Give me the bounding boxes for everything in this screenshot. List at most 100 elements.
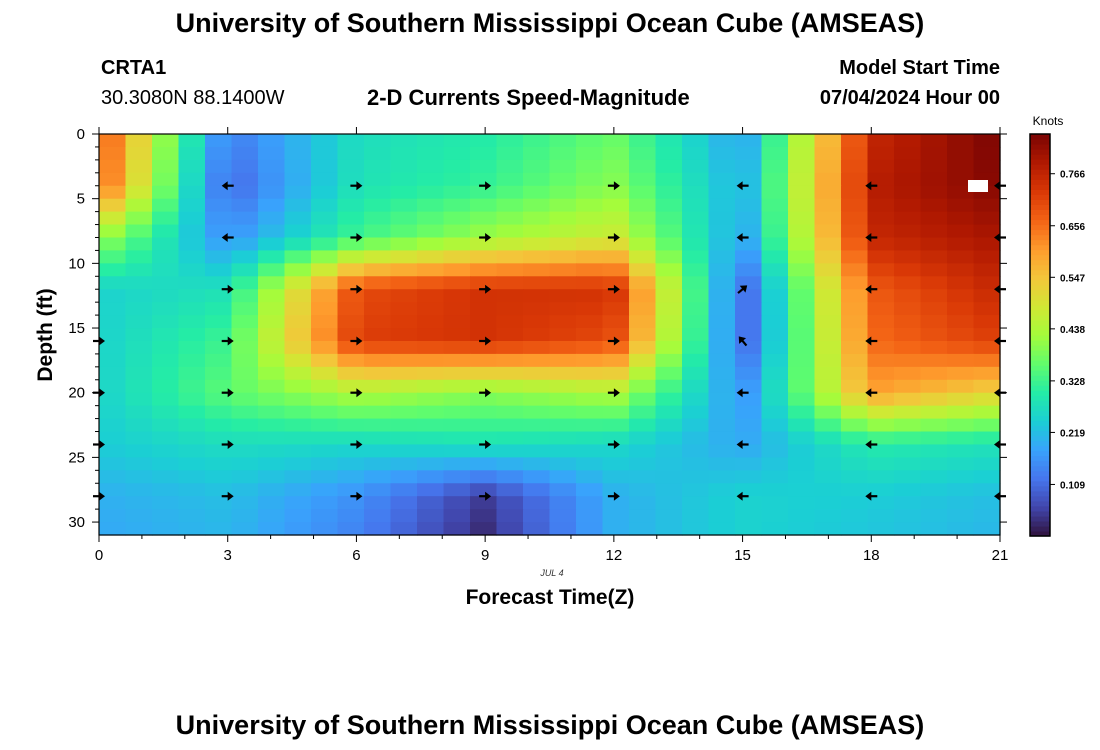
heatmap-cell <box>178 328 206 342</box>
heatmap-cell <box>894 470 922 484</box>
heatmap-cell <box>443 379 471 394</box>
colorbar-swatch <box>1030 465 1050 472</box>
heatmap-cell <box>364 134 392 148</box>
heatmap-cell <box>390 328 418 342</box>
heatmap-cell <box>788 198 816 213</box>
heatmap-cell <box>602 328 630 342</box>
heatmap-cell <box>814 185 842 200</box>
heatmap-cell <box>284 483 312 497</box>
colorbar-swatch <box>1030 279 1050 286</box>
heatmap-cell <box>231 431 259 446</box>
heatmap-cell <box>99 172 127 187</box>
colorbar-tick-label: 0.328 <box>1060 377 1085 388</box>
heatmap-cell <box>814 457 842 471</box>
heatmap-cell <box>390 353 418 368</box>
heatmap-cell <box>178 237 206 252</box>
heatmap-cell <box>867 457 895 471</box>
heatmap-cell <box>549 302 577 316</box>
heatmap-cell <box>364 496 392 510</box>
heatmap-cell <box>311 289 339 303</box>
heatmap-cell <box>470 159 498 174</box>
heatmap-cell <box>549 159 577 174</box>
heatmap-cell <box>814 211 842 226</box>
heatmap-cell <box>311 315 339 329</box>
heatmap-cell <box>258 302 286 316</box>
heatmap-cell <box>894 289 922 303</box>
heatmap-cell <box>152 134 180 148</box>
heatmap-cell <box>841 444 869 458</box>
current-vector-arrow <box>221 284 234 294</box>
heatmap-cell <box>205 198 233 213</box>
heatmap-cell <box>708 522 736 536</box>
heatmap-cell <box>761 185 789 200</box>
heatmap-cell <box>841 289 869 303</box>
heatmap-cell <box>470 444 498 458</box>
heatmap-cell <box>311 328 339 342</box>
current-vector-arrow <box>607 284 620 294</box>
colorbar-swatch <box>1030 510 1050 517</box>
heatmap-cell <box>152 366 180 381</box>
heatmap-cell <box>231 276 259 290</box>
colorbar-swatch <box>1030 179 1050 185</box>
heatmap-cell <box>841 315 869 329</box>
heatmap-cell <box>523 457 551 471</box>
heatmap-cell <box>470 328 498 342</box>
current-vector-arrow <box>607 388 620 398</box>
colorbar-swatch <box>1030 380 1050 386</box>
heatmap-cell <box>841 483 869 497</box>
heatmap-cell <box>761 418 789 433</box>
heatmap-cell <box>364 198 392 213</box>
heatmap-cell <box>894 172 922 187</box>
heatmap-cell <box>337 224 365 239</box>
heatmap-cell <box>867 379 895 394</box>
heatmap-cell <box>947 418 975 433</box>
heatmap-cell <box>788 379 816 394</box>
heatmap-cell <box>576 250 604 264</box>
heatmap-cell <box>708 431 736 446</box>
heatmap-cell <box>973 289 1001 303</box>
heatmap-cell <box>99 379 127 394</box>
heatmap-cell <box>337 522 365 536</box>
heatmap-cell <box>920 263 948 277</box>
heatmap-cell <box>973 134 1001 148</box>
heatmap-cell <box>549 418 577 433</box>
heatmap-cell <box>708 340 736 355</box>
heatmap-cell <box>337 185 365 200</box>
heatmap-cell <box>337 392 365 407</box>
heatmap-cell <box>152 211 180 226</box>
heatmap-cell <box>973 405 1001 420</box>
heatmap-cell <box>947 483 975 497</box>
heatmap-cell <box>576 379 604 394</box>
heatmap-cell <box>867 289 895 303</box>
heatmap-cell <box>496 444 524 458</box>
current-vector-arrow <box>994 440 1006 449</box>
heatmap-cell <box>973 340 1001 355</box>
heatmap-cell <box>867 224 895 239</box>
heatmap-cell <box>231 146 259 161</box>
heatmap-cell <box>682 302 710 316</box>
station-id: CRTA1 <box>101 57 167 79</box>
heatmap-cell <box>364 353 392 368</box>
heatmap-cell <box>576 302 604 316</box>
heatmap-cell <box>788 444 816 458</box>
heatmap-cell <box>496 470 524 484</box>
heatmap-cell <box>576 522 604 536</box>
heatmap-cell <box>125 522 153 536</box>
heatmap-cell <box>99 353 127 368</box>
heatmap-cell <box>867 496 895 510</box>
heatmap-cell <box>390 509 418 523</box>
heatmap-cell <box>761 198 789 213</box>
heatmap-cell <box>549 457 577 471</box>
heatmap-cell <box>205 496 233 510</box>
heatmap-cell <box>390 198 418 213</box>
heatmap-cell <box>655 237 683 252</box>
heatmap-cell <box>205 250 233 264</box>
heatmap-cell <box>841 431 869 446</box>
heatmap-cell <box>549 470 577 484</box>
heatmap-cell <box>178 263 206 277</box>
heatmap-cell <box>470 134 498 148</box>
current-vector-arrow <box>865 181 878 191</box>
x-tick-label: 3 <box>224 547 232 564</box>
colorbar-swatch <box>1030 149 1050 155</box>
heatmap-cell <box>602 159 630 174</box>
